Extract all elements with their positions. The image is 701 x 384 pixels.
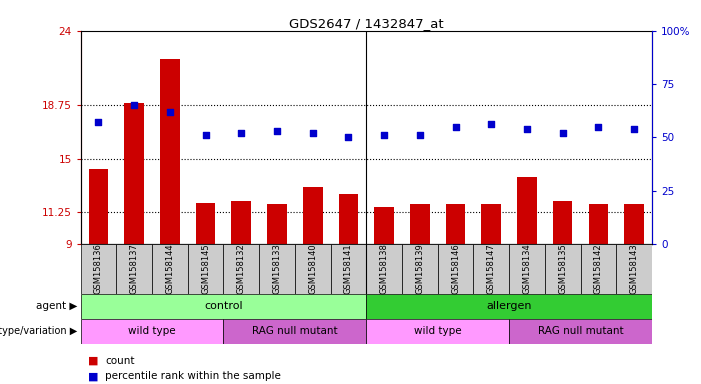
Bar <box>374 207 394 244</box>
Text: GSM158137: GSM158137 <box>130 243 139 294</box>
Point <box>164 109 175 115</box>
Text: ■: ■ <box>88 356 98 366</box>
Bar <box>437 244 473 294</box>
Point <box>379 132 390 138</box>
Point <box>93 119 104 126</box>
Point <box>271 128 283 134</box>
Text: genotype/variation ▶: genotype/variation ▶ <box>0 326 77 336</box>
Bar <box>152 244 188 294</box>
Bar <box>366 319 509 344</box>
Text: GSM158143: GSM158143 <box>629 243 639 294</box>
Point <box>128 102 139 108</box>
Bar <box>116 244 152 294</box>
Point <box>522 126 533 132</box>
Point <box>200 132 211 138</box>
Bar <box>81 294 366 319</box>
Bar <box>517 177 537 244</box>
Point <box>307 130 318 136</box>
Text: GSM158139: GSM158139 <box>415 243 424 294</box>
Bar <box>267 204 287 244</box>
Bar <box>339 194 358 244</box>
Text: GSM158136: GSM158136 <box>94 243 103 294</box>
Point <box>414 132 426 138</box>
Bar <box>231 201 251 244</box>
Point <box>557 130 569 136</box>
Point <box>629 126 640 132</box>
Bar <box>509 319 652 344</box>
Bar <box>589 204 608 244</box>
Bar <box>410 204 430 244</box>
Bar <box>81 319 224 344</box>
Bar <box>224 319 366 344</box>
Point <box>343 134 354 140</box>
Text: GSM158133: GSM158133 <box>273 243 282 294</box>
Bar <box>553 201 573 244</box>
Text: GSM158142: GSM158142 <box>594 243 603 294</box>
Point <box>593 124 604 130</box>
Bar <box>124 103 144 244</box>
Bar <box>580 244 616 294</box>
Bar <box>366 294 652 319</box>
Text: GSM158135: GSM158135 <box>558 243 567 294</box>
Bar <box>402 244 437 294</box>
Bar <box>482 204 501 244</box>
Text: GSM158132: GSM158132 <box>237 243 246 294</box>
Bar <box>88 169 108 244</box>
Point <box>236 130 247 136</box>
Text: GSM158146: GSM158146 <box>451 243 460 294</box>
Bar <box>509 244 545 294</box>
Bar <box>188 244 224 294</box>
Bar <box>224 244 259 294</box>
Bar <box>295 244 331 294</box>
Text: percentile rank within the sample: percentile rank within the sample <box>105 371 281 381</box>
Bar <box>196 203 215 244</box>
Text: GSM158138: GSM158138 <box>380 243 388 294</box>
Text: GSM158147: GSM158147 <box>486 243 496 294</box>
Text: wild type: wild type <box>128 326 176 336</box>
Text: allergen: allergen <box>486 301 532 311</box>
Bar <box>616 244 652 294</box>
Bar <box>625 204 644 244</box>
Title: GDS2647 / 1432847_at: GDS2647 / 1432847_at <box>289 17 444 30</box>
Bar <box>331 244 366 294</box>
Text: count: count <box>105 356 135 366</box>
Point <box>450 124 461 130</box>
Bar <box>446 204 465 244</box>
Bar <box>259 244 295 294</box>
Point <box>486 121 497 127</box>
Bar <box>81 244 116 294</box>
Bar <box>545 244 580 294</box>
Text: wild type: wild type <box>414 326 461 336</box>
Bar <box>366 244 402 294</box>
Text: RAG null mutant: RAG null mutant <box>252 326 338 336</box>
Bar <box>303 187 322 244</box>
Text: GSM158134: GSM158134 <box>522 243 531 294</box>
Bar <box>473 244 509 294</box>
Text: GSM158145: GSM158145 <box>201 243 210 294</box>
Bar <box>160 59 179 244</box>
Text: RAG null mutant: RAG null mutant <box>538 326 623 336</box>
Text: agent ▶: agent ▶ <box>36 301 77 311</box>
Text: GSM158141: GSM158141 <box>344 243 353 294</box>
Text: GSM158144: GSM158144 <box>165 243 175 294</box>
Text: GSM158140: GSM158140 <box>308 243 318 294</box>
Text: control: control <box>204 301 243 311</box>
Text: ■: ■ <box>88 371 98 381</box>
